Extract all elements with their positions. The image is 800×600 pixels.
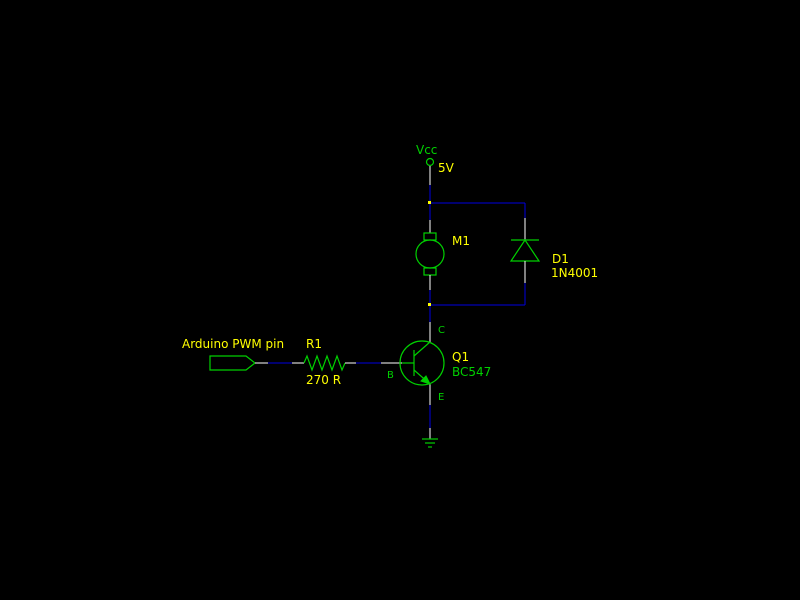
vcc-value-label: 5V <box>438 161 455 175</box>
diode-value-label: 1N4001 <box>551 266 598 280</box>
resistor-value-label: 270 R <box>306 373 341 387</box>
transistor-ref-label: Q1 <box>452 350 469 364</box>
transistor-value-label: BC547 <box>452 365 491 379</box>
junctions <box>428 201 431 306</box>
motor-ref-label: M1 <box>452 234 470 248</box>
junction-dot <box>428 303 431 306</box>
diode-icon <box>509 238 541 262</box>
input-port-icon <box>209 355 256 371</box>
emitter-pin-label: E <box>438 392 444 403</box>
diode-ref-label: D1 <box>552 252 569 266</box>
junction-dot <box>428 201 431 204</box>
resistor-icon <box>303 354 346 372</box>
ground[interactable] <box>422 428 438 448</box>
resistor-r1[interactable]: R1 270 R <box>292 337 356 387</box>
vcc-terminal-icon <box>425 157 435 167</box>
dc-motor-icon <box>415 232 445 276</box>
wires <box>268 185 526 428</box>
vcc-net-label: Vcc <box>416 143 437 157</box>
npn-transistor-icon <box>399 340 445 386</box>
input-port-label: Arduino PWM pin <box>182 337 284 351</box>
ground-icon <box>422 438 438 448</box>
resistor-ref-label: R1 <box>306 337 322 351</box>
transistor-q1[interactable]: C B E Q1 BC547 <box>381 322 491 405</box>
base-pin-label: B <box>387 370 394 381</box>
input-port[interactable]: Arduino PWM pin <box>182 337 284 371</box>
collector-pin-label: C <box>438 325 445 336</box>
motor-m1[interactable]: M1 <box>415 220 470 290</box>
vcc-terminal[interactable]: Vcc 5V <box>416 143 455 185</box>
diode-d1[interactable]: D1 1N4001 <box>509 218 598 283</box>
